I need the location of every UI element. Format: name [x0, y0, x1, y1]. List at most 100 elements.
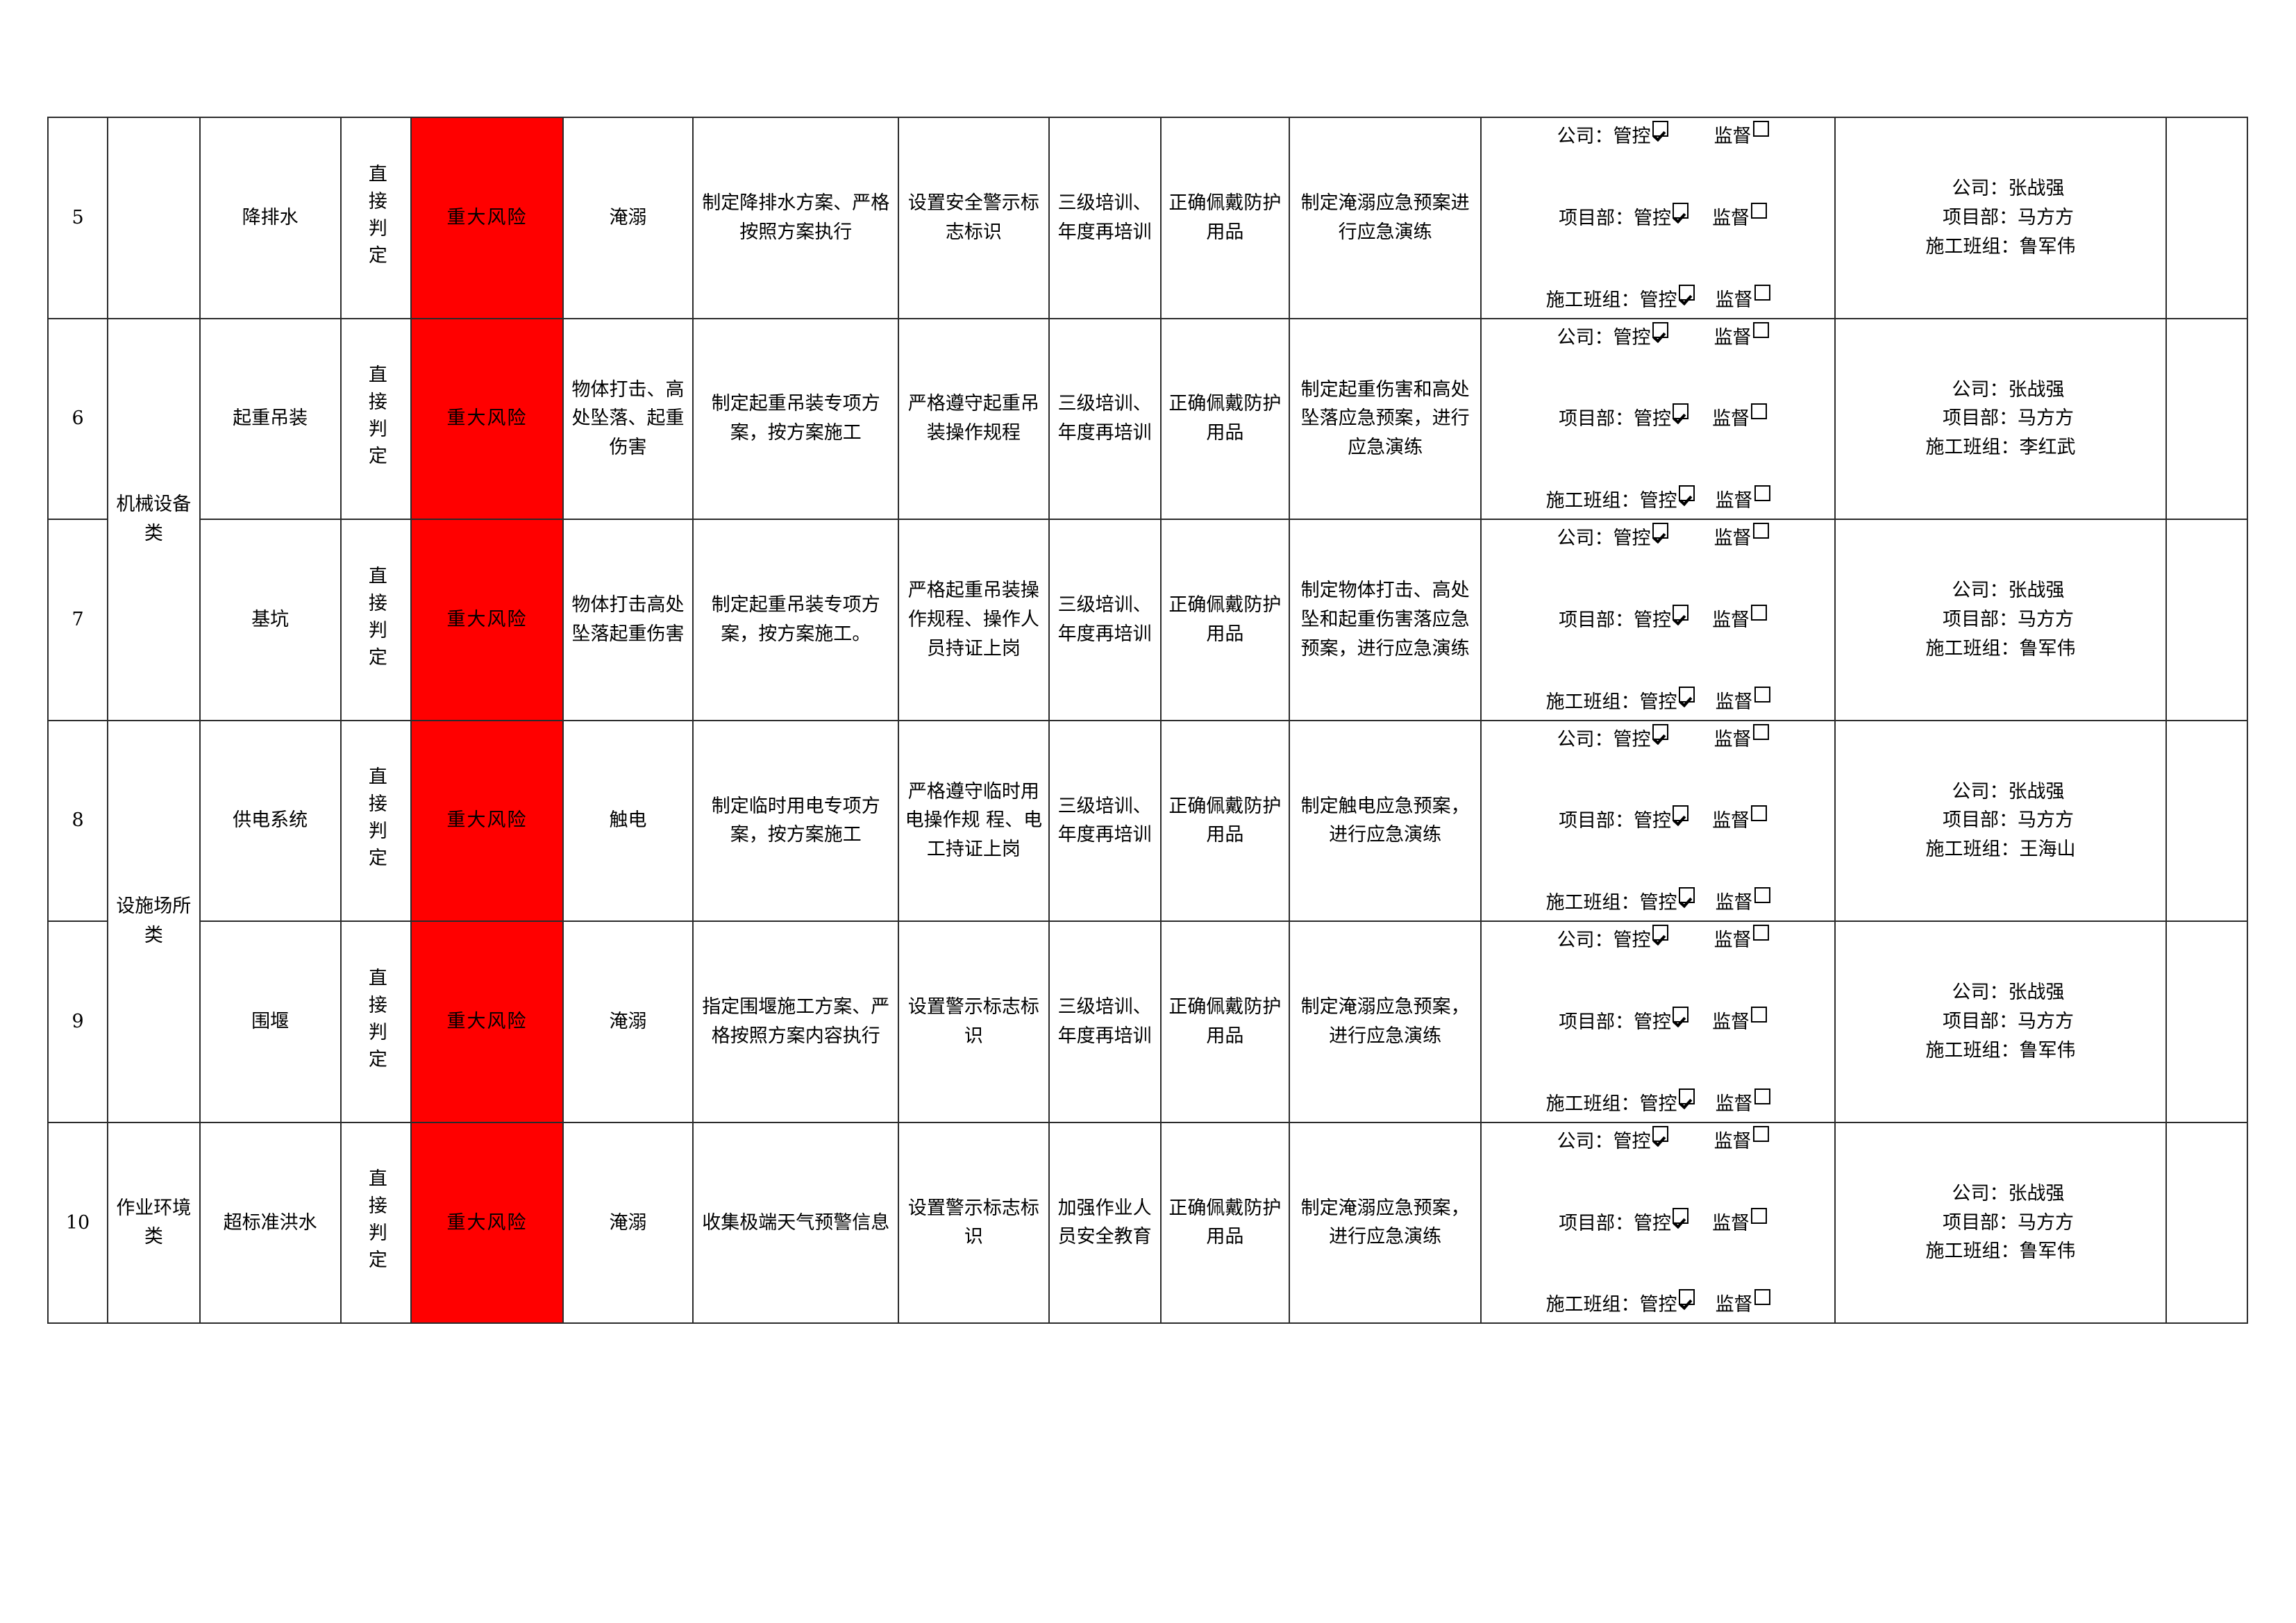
row-number: 8 — [47, 719, 109, 923]
control-team-label: 施工班组：管控 — [1545, 1294, 1677, 1316]
checkbox-company-supervise[interactable] — [1752, 723, 1769, 740]
checkbox-team-control[interactable] — [1678, 686, 1695, 703]
responsible-company-name: 张战强 — [2008, 1182, 2065, 1204]
supervise-label: 监督 — [1712, 810, 1750, 832]
control-team-label: 施工班组：管控 — [1545, 289, 1677, 311]
responsible-team-name: 王海山 — [2019, 839, 2076, 861]
table-row: 7 基坑 直接判定 重大风险 物体打击高处坠落起重伤害 制定起重吊装专项方案，按… — [47, 519, 2249, 721]
checkbox-project-supervise[interactable] — [1751, 202, 1768, 219]
checkbox-team-control[interactable] — [1678, 1289, 1695, 1306]
checkbox-company-control[interactable] — [1652, 523, 1668, 539]
responsible-project-name: 马方方 — [2017, 809, 2074, 832]
checkbox-company-supervise[interactable] — [1752, 321, 1769, 338]
row-responsible-persons: 公司：张战强 项目部：马方方 施工班组：李红武 — [1834, 317, 2167, 521]
row-remark — [2165, 117, 2249, 319]
control-project-line: 项目部：管控 监督 — [1486, 403, 1830, 434]
control-project-label: 项目部：管控 — [1559, 207, 1672, 229]
checkbox-project-supervise[interactable] — [1751, 604, 1768, 621]
row-hazard: 淹溺 — [562, 117, 694, 319]
responsible-project-name: 马方方 — [2017, 206, 2074, 228]
responsible-company-name: 张战强 — [2008, 178, 2065, 199]
responsible-company: 公司：张战强 — [1840, 376, 2161, 405]
checkbox-team-supervise[interactable] — [1754, 1289, 1770, 1306]
checkbox-company-supervise[interactable] — [1752, 925, 1769, 941]
checkbox-project-supervise[interactable] — [1751, 805, 1768, 822]
responsible-team-label: 施工班组： — [1925, 839, 2020, 861]
responsible-project-label: 项目部： — [1942, 809, 2018, 832]
risk-classification-table: 5 降排水 直接判定 重大风险 淹溺 制定降排水方案、严格按照方案执行 设置安全… — [47, 117, 2249, 1325]
checkbox-project-control[interactable] — [1673, 1006, 1689, 1023]
checkbox-project-control[interactable] — [1673, 403, 1689, 420]
supervise-label: 监督 — [1712, 1011, 1750, 1033]
control-team-label: 施工班组：管控 — [1545, 691, 1677, 713]
responsible-project: 项目部：马方方 — [1840, 806, 2161, 835]
row-control-level: 公司：管控 监督 项目部：管控 监督 施工班组：管控 监督 — [1480, 920, 1836, 1123]
row-risk-level: 重大风险 — [410, 719, 564, 923]
responsible-company-label: 公司： — [1952, 1182, 2009, 1204]
row-category: 设施场所类 — [107, 719, 201, 1123]
responsible-team-label: 施工班组： — [1925, 637, 2020, 659]
row-responsible-persons: 公司：张战强 项目部：马方方 施工班组：鲁军伟 — [1834, 117, 2167, 319]
checkbox-company-supervise[interactable] — [1752, 523, 1769, 539]
checkbox-company-supervise[interactable] — [1752, 1125, 1769, 1142]
control-team-line: 施工班组：管控 监督 — [1486, 887, 1830, 918]
checkbox-company-control[interactable] — [1652, 925, 1668, 941]
row-number: 10 — [47, 1121, 109, 1325]
row-emergency-measure: 制定淹溺应急预案，进行应急演练 — [1289, 920, 1482, 1123]
checkbox-team-control[interactable] — [1678, 887, 1695, 904]
row-management-measure: 严格遵守临时用电操作规 程、电工持证上岗 — [898, 719, 1050, 923]
supervise-label: 监督 — [1715, 1294, 1753, 1316]
checkbox-company-supervise[interactable] — [1752, 121, 1769, 137]
row-ppe-measure: 正确佩戴防护用品 — [1159, 920, 1291, 1123]
responsible-team-label: 施工班组： — [1925, 235, 2020, 258]
responsible-team-label: 施工班组： — [1925, 1039, 2020, 1061]
row-category — [107, 117, 201, 319]
row-management-measure: 设置安全警示标志标识 — [898, 117, 1050, 319]
checkbox-team-supervise[interactable] — [1754, 1088, 1770, 1104]
checkbox-team-control[interactable] — [1678, 1088, 1695, 1104]
checkbox-project-control[interactable] — [1673, 1207, 1689, 1224]
checkbox-project-control[interactable] — [1673, 202, 1689, 219]
control-company-label: 公司：管控 — [1557, 126, 1651, 147]
checkbox-project-supervise[interactable] — [1751, 1207, 1768, 1224]
risk-table-body: 5 降排水 直接判定 重大风险 淹溺 制定降排水方案、严格按照方案执行 设置安全… — [47, 117, 2249, 1325]
control-company-line: 公司：管控 监督 — [1486, 523, 1830, 553]
checkbox-project-supervise[interactable] — [1751, 1006, 1768, 1023]
checkbox-company-control[interactable] — [1652, 723, 1668, 740]
row-training-measure: 三级培训、年度再培训 — [1048, 920, 1162, 1123]
checkbox-team-control[interactable] — [1678, 485, 1695, 502]
checkbox-project-control[interactable] — [1673, 604, 1689, 621]
row-control-level: 公司：管控 监督 项目部：管控 监督 施工班组：管控 监督 — [1480, 1121, 1836, 1325]
row-engineering-measure: 制定起重吊装专项方案，按方案施工。 — [692, 519, 900, 721]
row-responsible-persons: 公司：张战强 项目部：马方方 施工班组：鲁军伟 — [1834, 519, 2167, 721]
responsible-company-label: 公司： — [1952, 378, 2009, 401]
supervise-label: 监督 — [1715, 289, 1753, 311]
row-item: 起重吊装 — [199, 317, 342, 521]
checkbox-company-control[interactable] — [1652, 1125, 1668, 1142]
control-company-label: 公司：管控 — [1557, 528, 1651, 550]
responsible-company-name: 张战强 — [2008, 580, 2065, 602]
checkbox-team-supervise[interactable] — [1754, 887, 1770, 904]
responsible-team: 施工班组：王海山 — [1840, 835, 2161, 864]
row-number: 9 — [47, 920, 109, 1123]
checkbox-team-supervise[interactable] — [1754, 686, 1770, 703]
row-hazard: 触电 — [562, 719, 694, 923]
checkbox-company-control[interactable] — [1652, 121, 1668, 137]
responsible-project-name: 马方方 — [2017, 1010, 2074, 1032]
judgement-text: 直接判定 — [364, 1168, 387, 1277]
control-company-line: 公司：管控 监督 — [1486, 925, 1830, 955]
responsible-company-label: 公司： — [1952, 982, 2009, 1004]
checkbox-project-supervise[interactable] — [1751, 403, 1768, 420]
control-company-line: 公司：管控 监督 — [1486, 321, 1830, 353]
responsible-team: 施工班组：鲁军伟 — [1840, 233, 2161, 262]
checkbox-team-control[interactable] — [1678, 284, 1695, 301]
checkbox-project-control[interactable] — [1673, 805, 1689, 822]
control-company-label: 公司：管控 — [1557, 326, 1651, 348]
checkbox-team-supervise[interactable] — [1754, 284, 1770, 301]
row-number: 7 — [47, 519, 109, 721]
table-row: 6 机械设备类 起重吊装 直接判定 重大风险 物体打击、高处坠落、起重伤害 制定… — [47, 317, 2249, 721]
responsible-project-label: 项目部： — [1942, 407, 2018, 430]
checkbox-team-supervise[interactable] — [1754, 485, 1770, 502]
checkbox-company-control[interactable] — [1652, 321, 1668, 338]
table-row: 5 降排水 直接判定 重大风险 淹溺 制定降排水方案、严格按照方案执行 设置安全… — [47, 117, 2249, 319]
